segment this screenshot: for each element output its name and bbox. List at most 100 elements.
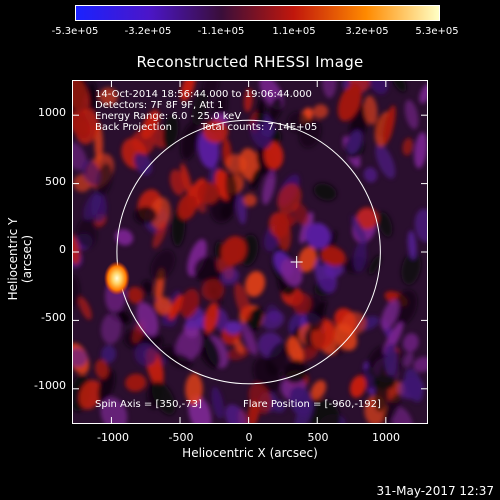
spin-axis-marker [290, 255, 303, 268]
texture-blob [81, 159, 101, 186]
texture-blob [250, 167, 262, 190]
x-tick-label: 1000 [372, 431, 400, 444]
texture-blob [150, 197, 171, 230]
texture-blob [380, 299, 400, 331]
texture-blob [133, 206, 157, 225]
texture-blob [404, 99, 419, 130]
texture-blob [312, 104, 329, 119]
y-tick-label: -500 [41, 311, 66, 324]
texture-blob [87, 81, 98, 111]
colorbar-tick: 1.1e+05 [272, 26, 316, 37]
texture-blob [197, 181, 221, 205]
annotation-time-range: 14-Oct-2014 18:56:44.000 to 19:06:44.000 [95, 89, 312, 100]
texture-blob [162, 114, 179, 149]
texture-blob [234, 282, 252, 321]
texture-blob [287, 336, 304, 365]
y-tick-label: 1000 [38, 106, 66, 119]
texture-blob [131, 130, 155, 155]
texture-blob [324, 263, 344, 278]
texture-blob [369, 81, 389, 95]
texture-blob [313, 399, 341, 423]
texture-blob [185, 373, 203, 406]
texture-blob [401, 251, 421, 286]
texture-blob [169, 169, 185, 196]
texture-blob [180, 163, 193, 198]
texture-blob [196, 332, 221, 369]
colorbar [75, 5, 440, 21]
texture-blob [127, 286, 144, 304]
texture-blob [392, 289, 418, 326]
texture-blob [168, 294, 184, 320]
texture-blob [175, 327, 203, 362]
texture-blob [220, 268, 240, 285]
texture-blob [404, 368, 424, 403]
annotation-flare-position: Flare Position = [-960,-192] [243, 399, 381, 410]
texture-blob [313, 183, 337, 201]
texture-blob [180, 288, 200, 319]
texture-blob [272, 399, 286, 413]
texture-blob [73, 81, 90, 114]
texture-blob [375, 144, 396, 179]
texture-blob [298, 246, 318, 273]
texture-blob [243, 193, 257, 207]
x-axis-label: Heliocentric X (arcsec) [182, 446, 318, 460]
plot-title: Reconstructed RHESSI Image [136, 53, 364, 71]
texture-blob [337, 83, 362, 122]
texture-blob [73, 111, 91, 139]
texture-blob [224, 404, 247, 423]
texture-blob [94, 359, 109, 379]
texture-blob [211, 386, 224, 419]
texture-blob [414, 208, 427, 243]
texture-blob [73, 142, 87, 171]
texture-blob [310, 380, 327, 400]
texture-blob [277, 183, 302, 215]
texture-blob [214, 241, 224, 260]
colorbar-tick: 3.2e+05 [345, 26, 389, 37]
texture-blob [241, 322, 258, 356]
texture-blob [91, 192, 107, 223]
texture-blob [101, 313, 122, 345]
texture-blob [382, 105, 396, 144]
texture-blob [99, 87, 118, 106]
texture-blob [187, 239, 207, 277]
texture-blob [221, 236, 247, 266]
texture-blob [268, 96, 283, 121]
texture-blob [201, 278, 225, 302]
texture-blob [322, 81, 337, 98]
texture-blob [305, 222, 331, 249]
texture-blob [279, 213, 296, 227]
texture-blob [225, 171, 238, 207]
y-tick-label: 500 [45, 175, 66, 188]
texture-blob [413, 356, 427, 373]
texture-blob [391, 406, 413, 423]
image-texture [73, 81, 427, 423]
rhessi-image-plot: 14-Oct-2014 18:56:44.000 to 19:06:44.000… [72, 80, 428, 424]
texture-blob [382, 393, 402, 423]
annotation-energy-range: Energy Range: 6.0 - 25.0 keV [95, 111, 242, 122]
x-tick-label: -1000 [97, 431, 129, 444]
texture-blob [373, 374, 396, 390]
texture-blob [248, 382, 272, 414]
texture-blob [363, 95, 378, 125]
texture-blob [320, 246, 346, 267]
texture-blob [225, 154, 248, 174]
texture-blob [115, 229, 134, 246]
colorbar-tick: -5.3e+05 [51, 26, 99, 37]
texture-blob [134, 152, 153, 176]
annotation-total-counts: Total counts: 7.14E+05 [201, 122, 318, 133]
texture-blob [341, 311, 367, 335]
texture-blob [152, 221, 167, 249]
texture-blob [368, 255, 381, 275]
texture-blob [224, 320, 242, 335]
solar-limb-circle [116, 119, 381, 385]
texture-blob [414, 132, 427, 169]
texture-blob [363, 167, 378, 183]
texture-blob [299, 211, 314, 244]
texture-blob [356, 207, 379, 230]
x-tick-label: -500 [168, 431, 194, 444]
y-tick-label: 0 [59, 243, 66, 256]
texture-blob [177, 194, 197, 220]
texture-blob [262, 310, 285, 330]
texture-blob [73, 348, 88, 367]
texture-blob [402, 137, 414, 156]
